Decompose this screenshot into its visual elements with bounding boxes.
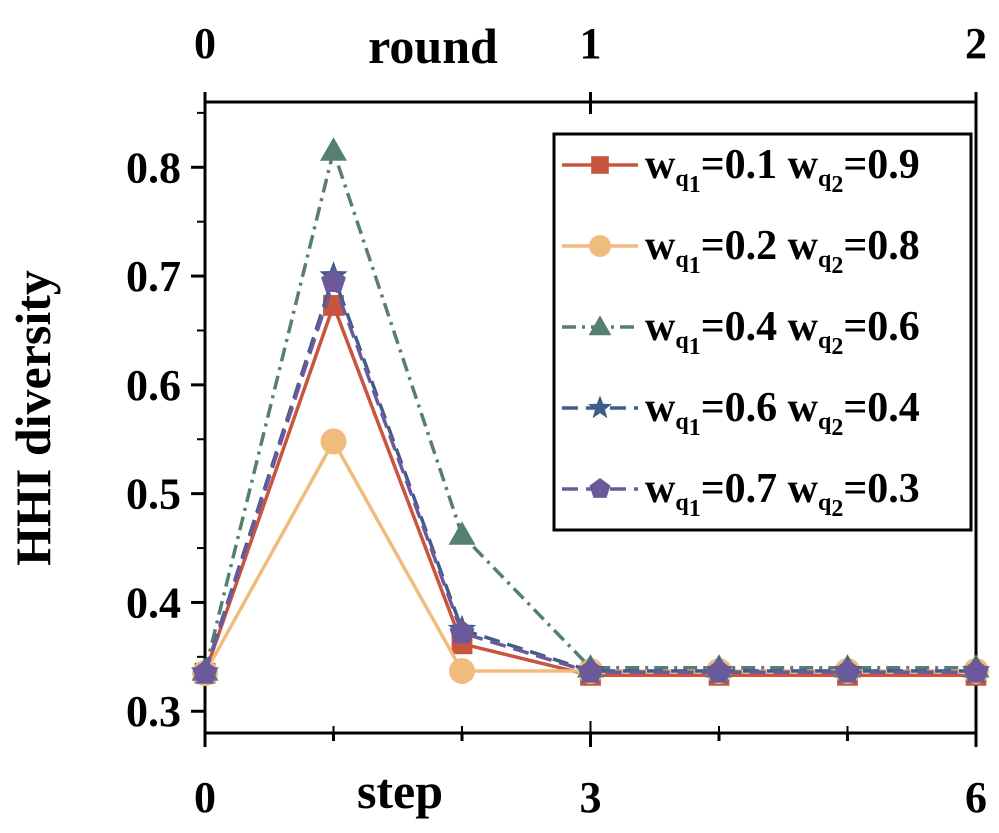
legend-label: wq1=0.7 wq2=0.3	[645, 466, 920, 522]
legend-label-part: q	[675, 490, 689, 516]
legend-label-part: 2	[831, 415, 843, 441]
y-axis-title: HHI diversity	[5, 270, 61, 566]
legend-label-part: 1	[689, 172, 701, 198]
legend-label-part: =	[843, 385, 867, 431]
legend-entry: wq1=0.6 wq2=0.4	[562, 385, 920, 441]
legend-entry: wq1=0.2 wq2=0.8	[562, 223, 920, 279]
legend-label-part: =	[843, 304, 867, 350]
legend-label-part: 2	[831, 496, 843, 522]
y-tick-label: 0.4	[126, 578, 181, 627]
series-point	[320, 137, 347, 161]
legend-box	[552, 132, 973, 532]
legend-label-part: w	[645, 142, 676, 188]
legend-label-part: =	[843, 466, 867, 512]
legend-label-part: 0.9	[867, 142, 920, 188]
legend-label-part: q	[675, 409, 689, 435]
legend-label-part: w	[777, 142, 819, 188]
x2-tick-label: 1	[580, 19, 602, 68]
legend-marker	[589, 478, 611, 498]
legend-label-part: 1	[689, 496, 701, 522]
legend-label-part: 2	[831, 172, 843, 198]
legend-marker	[588, 315, 612, 336]
legend-label-part: 1	[689, 334, 701, 360]
legend-label: wq1=0.4 wq2=0.6	[645, 304, 920, 360]
legend-label: wq1=0.2 wq2=0.8	[645, 223, 920, 279]
legend-entry: wq1=0.4 wq2=0.6	[562, 304, 920, 360]
legend-label-part: 0.4	[725, 304, 778, 350]
legend-label-part: q	[675, 247, 689, 273]
legend-label-part: q	[818, 247, 832, 273]
legend-label-part: w	[777, 223, 819, 269]
legend-label-part: 1	[689, 253, 701, 279]
series-4	[192, 268, 989, 684]
legend-label-part: q	[675, 328, 689, 354]
legend-label-part: 0.6	[867, 304, 920, 350]
legend-label-part: w	[645, 223, 676, 269]
legend-marker	[591, 156, 609, 174]
x2-tick-label: 2	[965, 19, 987, 68]
legend-label-part: 0.6	[725, 385, 778, 431]
legend-marker	[588, 395, 612, 419]
x-tick-label: 3	[580, 773, 602, 822]
series-point	[449, 619, 475, 644]
series-point	[449, 657, 475, 684]
legend-label-part: 0.2	[725, 223, 778, 269]
axes-layer: 0.3 0.4 0.5 0.6 0.7 0.8 0 3 6 0 1 2	[126, 19, 987, 822]
series-point	[448, 521, 476, 545]
y-tick-label: 0.8	[126, 143, 181, 192]
legend-label-part: =	[701, 304, 725, 350]
legend-label-part: =	[843, 142, 867, 188]
series-point	[321, 268, 346, 292]
series-point	[320, 428, 347, 455]
legend-label-part: 2	[831, 334, 843, 360]
x-tick-label: 0	[194, 773, 216, 822]
legend-label-part: w	[777, 466, 819, 512]
legend-label-part: q	[818, 328, 832, 354]
legend-label-part: 0.8	[867, 223, 920, 269]
legend-label-part: =	[843, 223, 867, 269]
series-point	[835, 659, 860, 683]
x-axis-title: step	[357, 763, 443, 819]
legend-label-part: w	[777, 304, 819, 350]
legend-label: wq1=0.1 wq2=0.9	[645, 142, 920, 198]
legend-label-part: q	[818, 490, 832, 516]
legend-label-part: w	[645, 304, 676, 350]
x2-tick-label: 0	[194, 19, 216, 68]
series-point	[706, 659, 732, 683]
legend-label-part: 0.7	[725, 466, 778, 512]
y-tick-label: 0.7	[126, 252, 181, 301]
x2-axis-title: round	[368, 18, 498, 74]
legend-label-part: w	[645, 385, 676, 431]
legend-entry: wq1=0.1 wq2=0.9	[562, 142, 920, 198]
legend-label-part: =	[701, 466, 725, 512]
legend-label: wq1=0.6 wq2=0.4	[645, 385, 920, 441]
legend-label-part: =	[701, 142, 725, 188]
series-point	[963, 659, 989, 683]
series-layer	[190, 137, 991, 687]
y-tick-label: 0.5	[126, 470, 181, 519]
legend-label-part: q	[818, 166, 832, 192]
legend-entry: wq1=0.7 wq2=0.3	[562, 466, 920, 522]
x-tick-label: 6	[965, 773, 987, 822]
legend-label-part: q	[675, 166, 689, 192]
legend-marker	[589, 235, 611, 257]
legend-label-part: q	[818, 409, 832, 435]
legend-label-part: w	[777, 385, 819, 431]
legend-label-part: 2	[831, 253, 843, 279]
legend-label-part: 0.4	[867, 385, 920, 431]
legend-label-part: 0.1	[725, 142, 778, 188]
legend-label-part: w	[645, 466, 676, 512]
legend-label-part: 0.3	[867, 466, 920, 512]
legend-label-part: 1	[689, 415, 701, 441]
legend-label-part: =	[701, 223, 725, 269]
series-point	[578, 659, 603, 683]
y-tick-label: 0.3	[126, 687, 181, 736]
y-tick-label: 0.6	[126, 361, 181, 410]
series-point	[192, 660, 218, 684]
legend-label-part: =	[701, 385, 725, 431]
